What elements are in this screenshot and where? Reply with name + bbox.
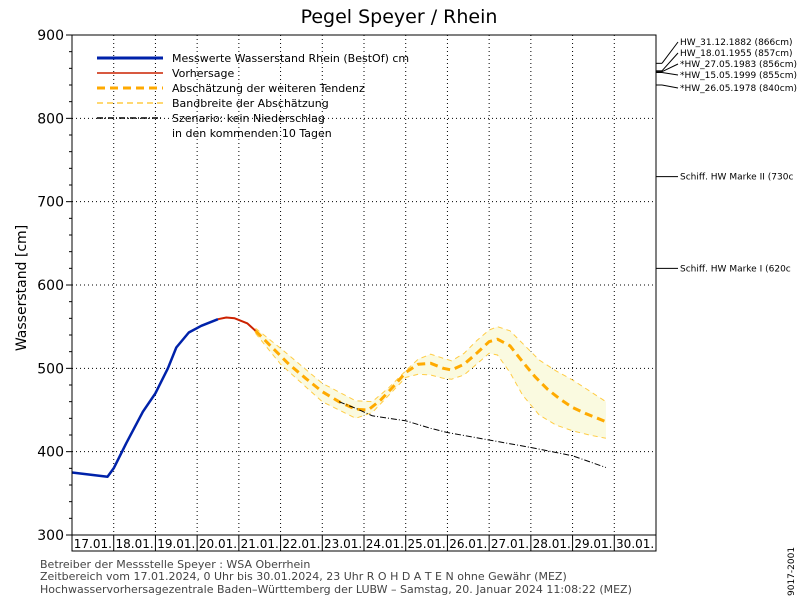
ref-label: *HW_15.05.1999 (855cm) — [680, 71, 797, 81]
legend: Messwerte Wasserstand Rhein (BestOf) cm V… — [97, 52, 409, 140]
band-lower — [255, 332, 606, 439]
legend-label: Vorhersage — [172, 67, 234, 80]
legend-label: Messwerte Wasserstand Rhein (BestOf) cm — [172, 52, 409, 65]
footer-time-range: Zeitbereich vom 17.01.2024, 0 Uhr bis 30… — [40, 570, 567, 583]
ref-label: Schiff. HW Marke II (730c — [680, 173, 793, 183]
footer-operator: Betreiber der Messstelle Speyer : WSA Ob… — [40, 558, 310, 571]
x-tick-label: 25.01. — [407, 537, 445, 551]
x-tick-label: 23.01. — [324, 537, 362, 551]
series-layer — [71, 316, 607, 478]
x-tick-label: 30.01. — [616, 537, 654, 551]
y-tick-label: 900 — [37, 28, 64, 44]
ref-label: HW_31.12.1882 (866cm) — [680, 38, 792, 48]
x-tick-label: 22.01. — [282, 537, 320, 551]
x-tick-label: 21.01. — [241, 537, 279, 551]
band-upper — [255, 326, 607, 403]
ref-leader — [661, 52, 679, 72]
y-axis-label: Wasserstand [cm] — [14, 225, 30, 351]
ref-leader — [661, 72, 679, 76]
grid-lines — [72, 35, 656, 535]
ref-label: *HW_27.05.1983 (856cm) — [680, 60, 797, 70]
chart-title: Pegel Speyer / Rhein — [301, 6, 498, 28]
y-tick-label: 400 — [37, 445, 64, 461]
x-axis: 17.01. 18.01. 19.01. 20.01. 21.01. 22.01. 23.0… — [71, 535, 657, 551]
x-tick-label: 29.01. — [574, 537, 612, 551]
ref-label: HW_18.01.1955 (857cm) — [680, 49, 792, 59]
reference-marks: HW_31.12.1882 (866cm)HW_18.01.1955 (857c… — [656, 38, 797, 274]
y-tick-label: 700 — [37, 195, 64, 211]
x-tick-label: 27.01. — [491, 537, 529, 551]
ref-leader — [661, 63, 679, 73]
x-tick-label: 19.01. — [157, 537, 195, 551]
legend-label: in den kommenden 10 Tagen — [172, 127, 332, 140]
ref-label: *HW_26.05.1978 (840cm) — [680, 84, 797, 94]
ref-label: Schiff. HW Marke I (620c — [680, 264, 791, 274]
x-tick-label: 17.01. — [74, 537, 112, 551]
side-code: 9017-2001 — [787, 547, 797, 596]
ref-leader — [661, 84, 679, 89]
y-tick-label: 600 — [37, 278, 64, 294]
y-tick-label: 500 — [37, 361, 64, 377]
series-line-3 — [338, 401, 607, 468]
series-line-1 — [217, 316, 257, 332]
legend-label: Bandbreite der Abschätzung — [172, 97, 329, 110]
x-tick-label: 18.01. — [115, 537, 153, 551]
legend-label: Szenario: kein Niederschlag — [172, 112, 325, 125]
ref-leader — [661, 41, 679, 64]
x-tick-label: 24.01. — [366, 537, 404, 551]
y-tick-label: 800 — [37, 111, 64, 127]
y-tick-label: 300 — [37, 528, 64, 544]
footer-source: Hochwasservorhersagezentrale Baden–Württ… — [40, 583, 632, 596]
x-tick-label: 26.01. — [449, 537, 487, 551]
series-line-0 — [71, 318, 219, 478]
x-tick-label: 20.01. — [199, 537, 237, 551]
x-tick-label: 28.01. — [533, 537, 571, 551]
legend-label: Abschätzung der weiteren Tendenz — [172, 82, 365, 95]
y-axis: 300 400 500 600 700 800 900 — [37, 28, 72, 544]
series-line-2 — [254, 329, 607, 424]
